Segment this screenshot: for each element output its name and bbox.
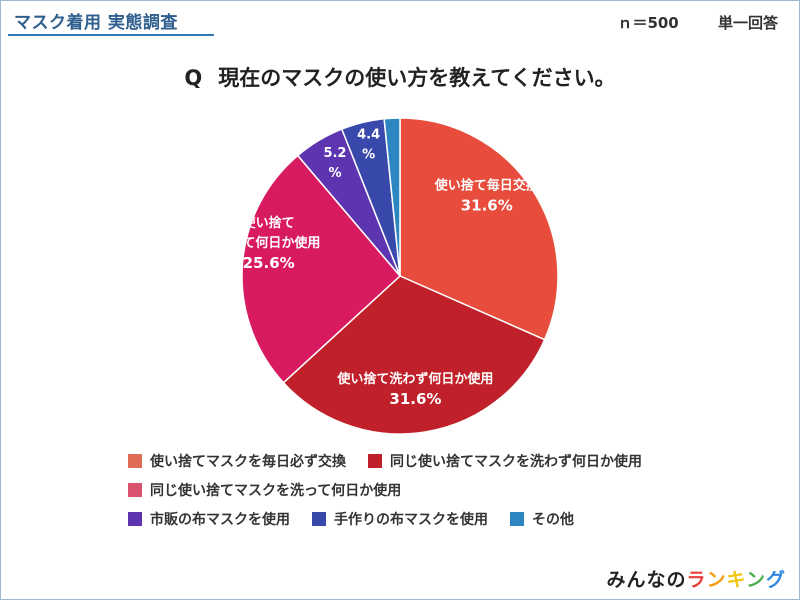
legend-swatch <box>312 511 326 526</box>
slice-category-label: 使い捨て <box>242 215 295 231</box>
slice-value-label: 31.6% <box>389 390 441 408</box>
pie-slice <box>383 117 401 277</box>
brand-char-5: グ <box>765 569 786 591</box>
legend-swatch <box>368 453 382 468</box>
brand-char-3: キ <box>726 569 746 591</box>
question-text: 現在のマスクの使い方を教えてください。 <box>218 66 616 90</box>
legend-item: 市販の布マスクを使用 <box>128 509 290 529</box>
question-mark: Q <box>184 66 203 90</box>
legend-label: 同じ使い捨てマスクを洗って何日か使用 <box>150 482 402 499</box>
legend-swatch <box>510 511 524 526</box>
pie-slice <box>282 275 546 435</box>
legend-item: その他 <box>510 509 574 529</box>
slice-category-label: 使い捨て毎日交換 <box>434 177 540 193</box>
legend-item: 同じ使い捨てマスクを洗って何日か使用 <box>128 480 401 500</box>
pie-slice <box>399 117 559 341</box>
brand-prefix: みんなの <box>606 569 687 591</box>
legend-label: 使い捨てマスクを毎日必ず交換 <box>150 453 346 470</box>
chart-legend: 使い捨てマスクを毎日必ず交換 同じ使い捨てマスクを洗わず何日か使用同じ使い捨てマス… <box>128 446 748 533</box>
legend-swatch <box>128 482 142 497</box>
legend-row: 使い捨てマスクを毎日必ず交換 同じ使い捨てマスクを洗わず何日か使用 <box>128 446 748 475</box>
legend-swatch <box>128 511 142 526</box>
sample-size: ｎ＝500 <box>617 14 679 32</box>
question-heading: Q 現在のマスクの使い方を教えてください。 <box>0 62 800 92</box>
slice-value-label: 4.4 <box>357 128 380 143</box>
slice-value-label: 25.6% <box>243 254 295 272</box>
pie-slice <box>241 154 402 384</box>
legend-label: 同じ使い捨てマスクを洗わず何日か使用 <box>390 453 642 470</box>
legend-row: 市販の布マスクを使用 手作りの布マスクを使用 その他 <box>128 504 748 533</box>
brand-char-4: ン <box>745 569 766 591</box>
legend-item: 同じ使い捨てマスクを洗わず何日か使用 <box>368 451 642 471</box>
legend-row: 同じ使い捨てマスクを洗って何日か使用 <box>128 475 748 504</box>
brand-logo: みんなのランキング <box>606 565 786 592</box>
brand-char-2: ン <box>706 569 727 591</box>
slice-value-label: % <box>328 166 341 181</box>
survey-title: マスク着用 実態調査 <box>14 13 178 33</box>
title-underline <box>8 34 214 36</box>
slice-value-label: 31.6% <box>461 196 513 214</box>
slice-value-label: 5.2 <box>323 146 346 161</box>
slice-category-label: 使い捨て洗わず何日か使用 <box>336 371 493 387</box>
brand-char-1: ラ <box>686 569 707 591</box>
slice-category-label: 洗って何日か使用 <box>217 235 320 251</box>
legend-item: 手作りの布マスクを使用 <box>312 509 488 529</box>
legend-label: 市販の布マスクを使用 <box>150 511 290 528</box>
legend-label: その他 <box>532 511 574 528</box>
legend-item: 使い捨てマスクを毎日必ず交換 <box>128 451 346 471</box>
slice-value-label: % <box>362 148 375 163</box>
legend-label: 手作りの布マスクを使用 <box>334 511 488 528</box>
answer-type: 単一回答 <box>717 14 778 32</box>
legend-swatch <box>128 453 142 468</box>
survey-meta: ｎ＝500 単一回答 <box>617 12 778 33</box>
